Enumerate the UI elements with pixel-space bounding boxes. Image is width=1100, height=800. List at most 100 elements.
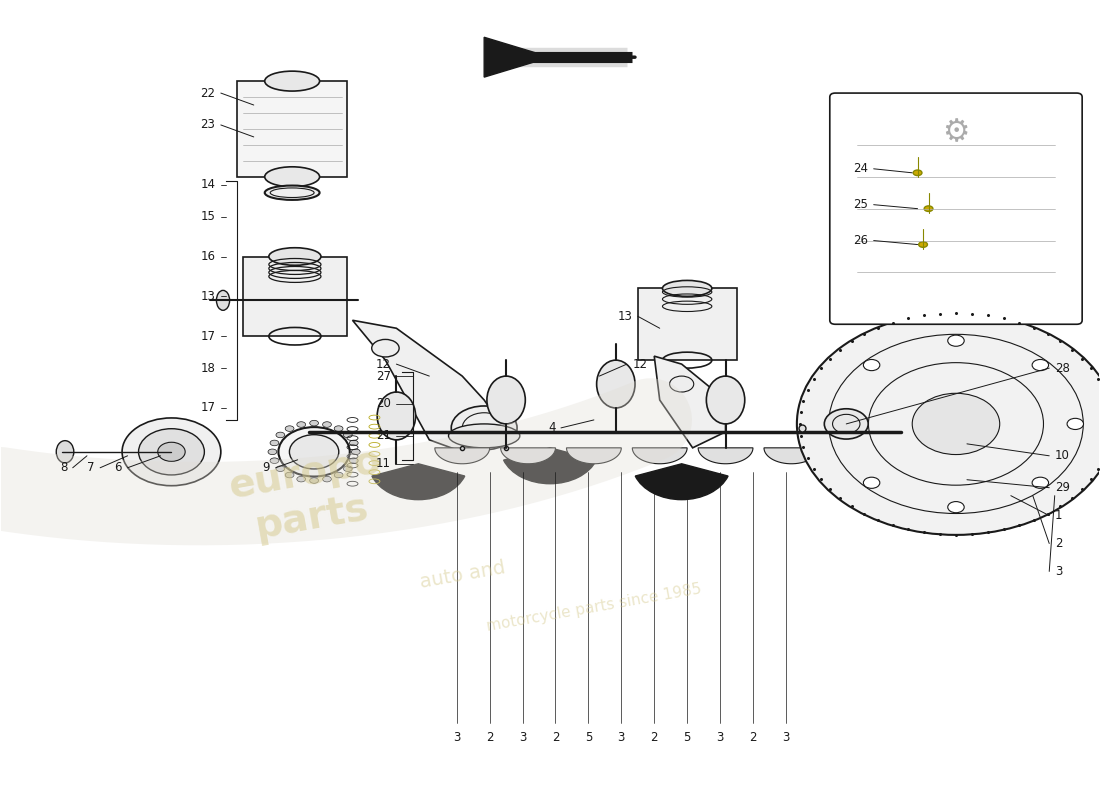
Ellipse shape (265, 71, 320, 91)
Ellipse shape (334, 472, 343, 478)
Ellipse shape (372, 339, 399, 357)
Ellipse shape (918, 242, 927, 247)
Wedge shape (372, 464, 464, 500)
Ellipse shape (924, 206, 933, 211)
Ellipse shape (828, 418, 845, 430)
Ellipse shape (487, 376, 526, 424)
Ellipse shape (350, 458, 359, 463)
Ellipse shape (948, 502, 965, 513)
Ellipse shape (271, 440, 278, 446)
Ellipse shape (56, 441, 74, 463)
Ellipse shape (334, 426, 343, 431)
Ellipse shape (278, 427, 350, 477)
Text: ⚙: ⚙ (943, 118, 970, 147)
Text: 22: 22 (200, 86, 216, 99)
Polygon shape (434, 448, 490, 464)
Text: 3: 3 (519, 731, 526, 744)
Ellipse shape (297, 476, 306, 482)
Text: 6: 6 (114, 462, 122, 474)
Text: 8: 8 (59, 462, 67, 474)
Ellipse shape (350, 440, 359, 446)
Ellipse shape (913, 170, 922, 175)
Ellipse shape (122, 418, 221, 486)
Ellipse shape (265, 186, 320, 200)
Ellipse shape (265, 167, 320, 186)
Ellipse shape (451, 406, 517, 450)
Polygon shape (654, 356, 726, 448)
Polygon shape (632, 448, 688, 464)
Ellipse shape (310, 420, 319, 426)
Polygon shape (698, 448, 754, 464)
Ellipse shape (276, 432, 285, 438)
Text: 9: 9 (263, 462, 271, 474)
Ellipse shape (276, 466, 285, 471)
Ellipse shape (1032, 477, 1048, 488)
Ellipse shape (217, 290, 230, 310)
Ellipse shape (796, 313, 1100, 535)
Text: 17: 17 (200, 402, 216, 414)
Ellipse shape (377, 392, 416, 440)
Ellipse shape (948, 335, 965, 346)
Polygon shape (484, 38, 550, 77)
Text: 14: 14 (200, 178, 216, 191)
Ellipse shape (297, 422, 306, 427)
Ellipse shape (912, 394, 1000, 454)
Text: 5: 5 (585, 731, 592, 744)
Text: 16: 16 (200, 250, 216, 263)
Text: 3: 3 (453, 731, 461, 744)
Text: 2: 2 (650, 731, 658, 744)
Ellipse shape (289, 434, 339, 469)
Ellipse shape (285, 472, 294, 478)
Text: europo
parts: europo parts (226, 442, 392, 550)
Text: 2: 2 (749, 731, 757, 744)
Text: 2: 2 (486, 731, 494, 744)
Ellipse shape (322, 422, 331, 427)
Text: 17: 17 (200, 330, 216, 342)
Text: 13: 13 (617, 310, 632, 322)
Ellipse shape (285, 426, 294, 431)
Text: 10: 10 (1055, 450, 1069, 462)
Text: 11: 11 (376, 458, 390, 470)
Wedge shape (636, 464, 728, 500)
Text: 28: 28 (1055, 362, 1069, 374)
Text: 12: 12 (376, 358, 390, 370)
Text: 5: 5 (683, 731, 691, 744)
Text: 15: 15 (200, 210, 216, 223)
Text: 13: 13 (200, 290, 216, 303)
Ellipse shape (824, 409, 868, 439)
Ellipse shape (864, 359, 880, 370)
Text: 3: 3 (1055, 565, 1063, 578)
Ellipse shape (310, 478, 319, 483)
Ellipse shape (449, 424, 520, 448)
Text: 27: 27 (376, 370, 390, 382)
Ellipse shape (670, 376, 694, 392)
Ellipse shape (662, 281, 712, 296)
Ellipse shape (157, 442, 185, 462)
Polygon shape (352, 320, 506, 456)
Text: 3: 3 (782, 731, 790, 744)
Ellipse shape (1067, 418, 1084, 430)
Ellipse shape (351, 449, 360, 454)
Ellipse shape (596, 360, 635, 408)
Ellipse shape (271, 458, 278, 463)
Text: 24: 24 (854, 162, 868, 175)
Ellipse shape (864, 477, 880, 488)
Text: 26: 26 (854, 234, 868, 247)
Text: 18: 18 (200, 362, 216, 374)
Ellipse shape (343, 466, 352, 471)
Text: 4: 4 (548, 422, 556, 434)
Text: 12: 12 (632, 358, 647, 370)
Polygon shape (566, 448, 621, 464)
Bar (243, 257, 346, 336)
Text: 3: 3 (617, 731, 625, 744)
Text: 23: 23 (200, 118, 216, 131)
Text: motorcycle parts since 1985: motorcycle parts since 1985 (485, 581, 703, 634)
Text: 3: 3 (716, 731, 724, 744)
Ellipse shape (1032, 359, 1048, 370)
Text: 2: 2 (552, 731, 559, 744)
Text: 25: 25 (854, 198, 868, 211)
Text: 21: 21 (376, 430, 390, 442)
Ellipse shape (343, 432, 352, 438)
Ellipse shape (268, 248, 321, 266)
Text: auto and: auto and (418, 558, 506, 592)
